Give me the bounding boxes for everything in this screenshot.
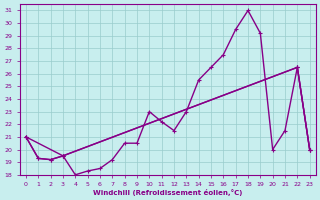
X-axis label: Windchill (Refroidissement éolien,°C): Windchill (Refroidissement éolien,°C) (93, 189, 243, 196)
